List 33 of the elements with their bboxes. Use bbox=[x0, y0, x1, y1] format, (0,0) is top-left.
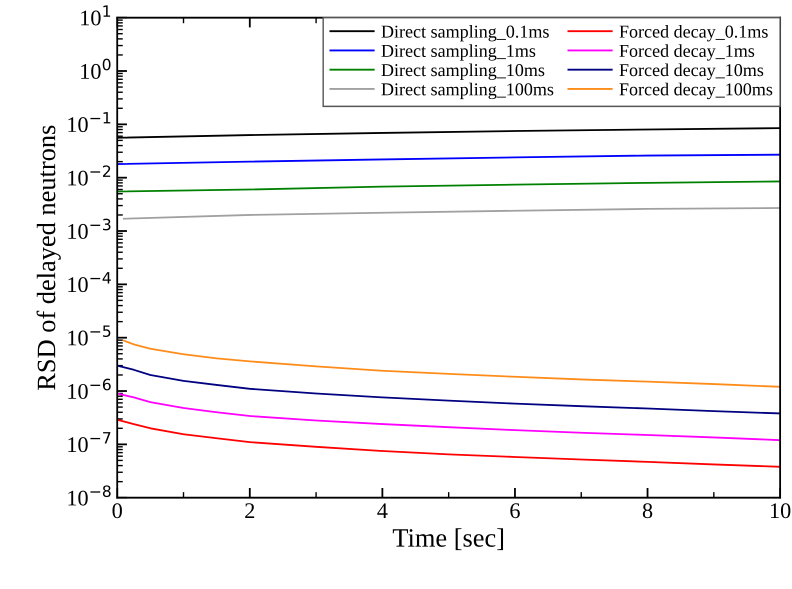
y-tick-label: 10$^{−3}$ bbox=[68, 218, 110, 239]
y-tick-label: 10$^{−2}$ bbox=[68, 165, 110, 186]
x-tick-label: 6 bbox=[510, 503, 520, 518]
y-tick-label: 10$^{−7}$ bbox=[68, 432, 110, 452]
line-series bbox=[122, 340, 780, 388]
x-tick-label: 10 bbox=[770, 503, 790, 518]
legend-label: Direct sampling_10ms bbox=[381, 63, 544, 80]
line-series bbox=[117, 180, 780, 192]
x-tick-label: 8 bbox=[642, 503, 652, 518]
line-series bbox=[122, 207, 780, 220]
legend-label: Forced decay_10ms bbox=[619, 63, 764, 80]
y-tick-label: 10$^{−1}$ bbox=[68, 112, 110, 132]
y-tick-label: 10$^{−5}$ bbox=[68, 325, 110, 346]
y-tick-label: 10$^{−8}$ bbox=[68, 485, 111, 506]
x-tick-label: 4 bbox=[377, 503, 388, 518]
legend-label: Direct sampling_1ms bbox=[381, 44, 536, 61]
legend-label: Forced decay_100ms bbox=[619, 82, 772, 100]
y-tick-label: 10$^{−4}$ bbox=[68, 272, 111, 292]
x-tick-label: 0 bbox=[112, 503, 122, 518]
y-tick-label: 10$^{−6}$ bbox=[68, 378, 111, 399]
y-axis-title: RSD of delayed neutrons bbox=[36, 126, 61, 390]
line-series bbox=[117, 364, 780, 414]
x-tick-label: 2 bbox=[245, 503, 254, 518]
y-tick-label: 10$^{1}$ bbox=[81, 5, 110, 26]
x-axis-title: Time [sec] bbox=[392, 528, 504, 550]
legend-label: Direct sampling_0.1ms bbox=[381, 25, 549, 42]
legend-label: Direct sampling_100ms bbox=[381, 82, 554, 100]
legend-label: Forced decay_1ms bbox=[619, 44, 754, 61]
line-series bbox=[117, 418, 780, 468]
legend-label: Forced decay_0.1ms bbox=[619, 25, 768, 42]
line-series bbox=[117, 392, 780, 442]
y-tick-label: 10$^{0}$ bbox=[81, 58, 111, 79]
line-series bbox=[117, 154, 780, 165]
